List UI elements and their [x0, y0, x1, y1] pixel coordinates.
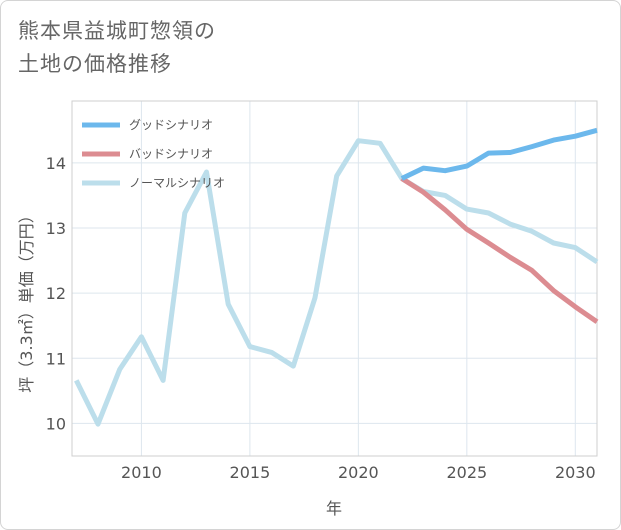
chart-title: 熊本県益城町惣領の 土地の価格推移	[18, 15, 216, 81]
y-tick-label-13: 13	[46, 219, 66, 238]
y-tick-label-12: 12	[46, 284, 66, 303]
series-line-normal	[74, 138, 599, 427]
x-tick-label-2025: 2025	[446, 463, 487, 482]
legend-label-normal: ノーマルシナリオ	[129, 176, 225, 190]
y-tick-label-11: 11	[46, 349, 66, 368]
x-tick-label-2015: 2015	[230, 463, 271, 482]
x-tick-label-2020: 2020	[338, 463, 379, 482]
y-tick-label-14: 14	[46, 154, 66, 173]
x-axis-label: 年	[326, 499, 342, 518]
y-axis-label: 坪（3.3㎡）単価（万円）	[17, 207, 36, 392]
legend-label-bad: バッドシナリオ	[129, 147, 213, 161]
x-tick-label-2010: 2010	[121, 463, 162, 482]
grid-lines	[72, 101, 597, 456]
y-tick-label-10: 10	[46, 414, 66, 433]
plot-area-border	[71, 100, 598, 457]
y-axis-ticks: 10 11 12 13 14	[46, 154, 66, 434]
series-lines	[74, 127, 599, 427]
x-axis-ticks: 2010 2015 2020 2025 2030	[121, 463, 596, 482]
chart-title-line-2: 土地の価格推移	[18, 52, 172, 76]
series-line-bad	[400, 176, 599, 324]
x-tick-label-2030: 2030	[555, 463, 596, 482]
chart-title-line-1: 熊本県益城町惣領の	[18, 19, 216, 43]
legend-label-good: グッドシナリオ	[129, 118, 213, 132]
series-line-good	[400, 127, 598, 181]
